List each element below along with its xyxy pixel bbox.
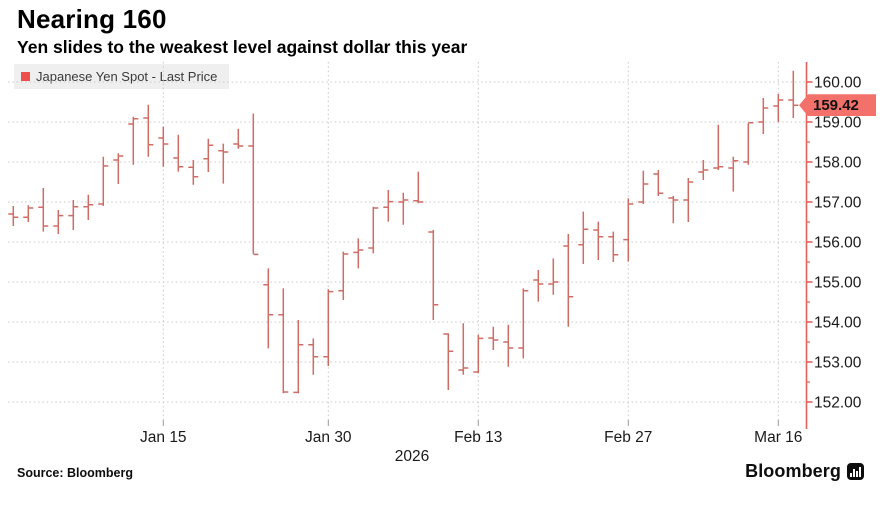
source-credit: Source: Bloomberg xyxy=(17,466,133,480)
legend-marker-icon xyxy=(21,72,30,81)
x-axis-labels: Jan 15 Jan 30 Feb 13 Feb 27 Mar 16 2026 xyxy=(140,420,802,465)
legend-label: Japanese Yen Spot - Last Price xyxy=(36,69,218,84)
svg-text:Mar 16: Mar 16 xyxy=(754,429,802,446)
svg-text:159.00: 159.00 xyxy=(814,115,862,132)
svg-text:153.00: 153.00 xyxy=(814,355,862,372)
y-axis xyxy=(805,62,813,429)
y-axis-labels: 160.00 159.00 158.00 157.00 156.00 155.00 154.… xyxy=(814,75,862,412)
svg-text:154.00: 154.00 xyxy=(814,315,862,332)
last-price-value: 159.42 xyxy=(813,96,859,114)
svg-text:160.00: 160.00 xyxy=(814,75,862,92)
ohlc-series xyxy=(8,70,799,394)
svg-text:158.00: 158.00 xyxy=(814,155,862,172)
page-subtitle: Yen slides to the weakest level against … xyxy=(17,37,468,57)
svg-text:156.00: 156.00 xyxy=(814,235,862,252)
svg-text:Feb 27: Feb 27 xyxy=(604,429,652,446)
svg-text:157.00: 157.00 xyxy=(814,195,862,212)
svg-text:155.00: 155.00 xyxy=(814,275,862,292)
svg-text:152.00: 152.00 xyxy=(814,395,862,412)
bloomberg-terminal-icon xyxy=(847,463,864,480)
year-label: 2026 xyxy=(395,448,429,465)
brand-logo: Bloomberg xyxy=(745,461,864,482)
brand-name: Bloomberg xyxy=(745,461,841,481)
svg-text:Jan 30: Jan 30 xyxy=(305,429,352,446)
legend: Japanese Yen Spot - Last Price xyxy=(14,64,230,89)
page-title: Nearing 160 xyxy=(17,4,167,34)
last-price-tag: 159.42 xyxy=(799,94,876,117)
svg-text:Feb 13: Feb 13 xyxy=(454,429,502,446)
v-gridlines xyxy=(162,62,779,420)
svg-text:Jan 15: Jan 15 xyxy=(140,429,187,446)
h-gridlines xyxy=(8,81,806,403)
